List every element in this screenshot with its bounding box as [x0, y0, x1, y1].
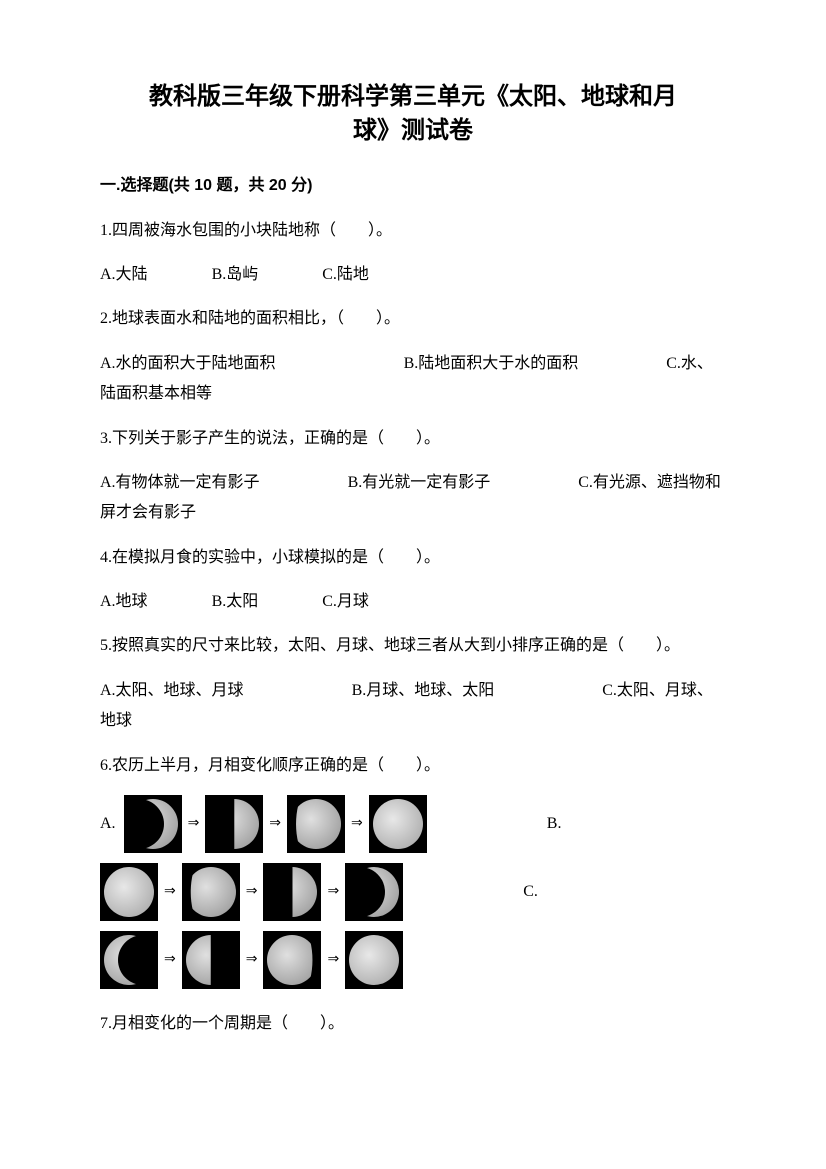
question-4-options: A.地球 B.太阳 C.月球 [100, 587, 726, 617]
q1-opt-a: A.大陆 [100, 260, 148, 290]
question-2: 2.地球表面水和陆地的面积相比，（ ）。 [100, 304, 726, 334]
arrow-icon: ⇒ [246, 879, 258, 906]
q6-label-c: C. [523, 877, 538, 907]
arrow-icon: ⇒ [327, 879, 339, 906]
question-4: 4.在模拟月食的实验中，小球模拟的是（ ）。 [100, 543, 726, 573]
question-1: 1.四周被海水包围的小块陆地称（ ）。 [100, 216, 726, 246]
question-3-options: A.有物体就一定有影子 B.有光就一定有影子 C.有光源、遮挡物和屏才会有影子 [100, 468, 726, 529]
arrow-icon: ⇒ [246, 947, 258, 974]
q5-opt-a: A.太阳、地球、月球 [100, 682, 244, 699]
q1-opt-b: B.岛屿 [212, 260, 259, 290]
page-title: 教科版三年级下册科学第三单元《太阳、地球和月 球》测试卷 [100, 80, 726, 147]
q3-opt-b: B.有光就一定有影子 [348, 474, 491, 491]
question-6: 6.农历上半月，月相变化顺序正确的是（ ）。 [100, 751, 726, 781]
q6-label-b: B. [547, 809, 562, 839]
moon-phase-icon [182, 931, 240, 989]
arrow-icon: ⇒ [164, 879, 176, 906]
moon-phase-icon [345, 863, 403, 921]
q6-option-c-row: ⇒ ⇒ ⇒ [100, 931, 726, 989]
moon-phase-icon [263, 863, 321, 921]
moon-phase-icon [287, 795, 345, 853]
moon-phase-icon [124, 795, 182, 853]
question-2-options: A.水的面积大于陆地面积 B.陆地面积大于水的面积 C.水、陆面积基本相等 [100, 349, 726, 410]
q6-option-b-row: ⇒ ⇒ ⇒ C. [100, 863, 726, 921]
question-3: 3.下列关于影子产生的说法，正确的是（ ）。 [100, 424, 726, 454]
moon-sequence-b: ⇒ ⇒ ⇒ [100, 863, 403, 921]
moon-phase-icon [369, 795, 427, 853]
title-line-2: 球》测试卷 [353, 117, 473, 144]
q6-option-a-row: A. ⇒ ⇒ ⇒ B. [100, 795, 726, 853]
q4-opt-a: A.地球 [100, 587, 148, 617]
q4-opt-c: C.月球 [322, 587, 369, 617]
arrow-icon: ⇒ [351, 811, 363, 838]
q6-label-a: A. [100, 809, 116, 839]
moon-phase-icon [205, 795, 263, 853]
q5-opt-b: B.月球、地球、太阳 [352, 682, 495, 699]
q4-opt-b: B.太阳 [212, 587, 259, 617]
moon-phase-icon [100, 931, 158, 989]
q3-opt-a: A.有物体就一定有影子 [100, 474, 260, 491]
moon-phase-icon [100, 863, 158, 921]
arrow-icon: ⇒ [269, 811, 281, 838]
q2-opt-a: A.水的面积大于陆地面积 [100, 355, 276, 372]
moon-phase-icon [182, 863, 240, 921]
title-line-1: 教科版三年级下册科学第三单元《太阳、地球和月 [149, 83, 677, 110]
moon-sequence-a: ⇒ ⇒ ⇒ [124, 795, 427, 853]
question-5: 5.按照真实的尺寸来比较，太阳、月球、地球三者从大到小排序正确的是（ ）。 [100, 631, 726, 661]
moon-phase-icon [263, 931, 321, 989]
section-heading: 一.选择题(共 10 题，共 20 分) [100, 171, 726, 201]
question-1-options: A.大陆 B.岛屿 C.陆地 [100, 260, 726, 290]
q2-opt-b: B.陆地面积大于水的面积 [404, 355, 579, 372]
moon-phase-icon [345, 931, 403, 989]
q1-opt-c: C.陆地 [322, 260, 369, 290]
arrow-icon: ⇒ [188, 811, 200, 838]
arrow-icon: ⇒ [327, 947, 339, 974]
moon-sequence-c: ⇒ ⇒ ⇒ [100, 931, 403, 989]
question-5-options: A.太阳、地球、月球 B.月球、地球、太阳 C.太阳、月球、地球 [100, 676, 726, 737]
question-7: 7.月相变化的一个周期是（ ）。 [100, 1009, 726, 1039]
arrow-icon: ⇒ [164, 947, 176, 974]
